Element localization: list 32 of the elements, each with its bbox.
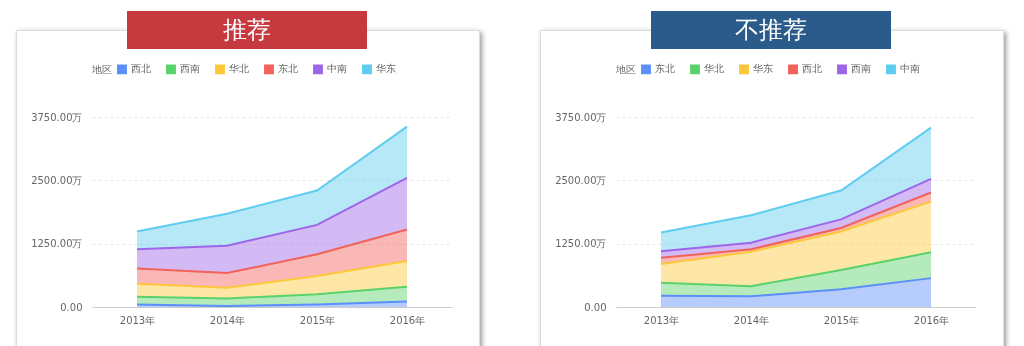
x-tick-label: 2013年 [643, 314, 680, 326]
y-tick-label: 0.00 [584, 301, 607, 313]
y-tick-label: 1250.00万 [555, 238, 607, 250]
x-tick-label: 2015年 [823, 314, 860, 326]
y-tick-label: 0.00 [60, 301, 83, 313]
legend-title: 地区 [615, 64, 636, 75]
legend-label: 中南 [900, 63, 920, 75]
legend-label: 华北 [704, 63, 724, 75]
chart-title: 不推荐 [651, 11, 891, 49]
y-tick-label: 2500.00万 [31, 174, 83, 186]
y-tick-label: 3750.00万 [555, 111, 607, 123]
y-tick-label: 3750.00万 [31, 111, 83, 123]
x-tick-label: 2016年 [389, 314, 426, 326]
legend-label: 东北 [278, 63, 298, 75]
chart-title: 推荐 [127, 11, 367, 49]
x-tick-label: 2014年 [733, 314, 770, 326]
legend-label: 华东 [376, 63, 396, 75]
x-tick-label: 2015年 [299, 314, 336, 326]
x-tick-label: 2013年 [119, 314, 156, 326]
x-tick-label: 2016年 [913, 314, 950, 326]
legend-label: 华北 [229, 63, 249, 75]
legend-label: 西北 [131, 63, 151, 75]
legend-label: 西南 [851, 63, 871, 75]
legend-label: 东北 [655, 63, 675, 75]
x-tick-label: 2014年 [209, 314, 246, 326]
legend-title: 地区 [91, 64, 112, 75]
y-tick-label: 2500.00万 [555, 174, 607, 186]
y-tick-label: 1250.00万 [31, 238, 83, 250]
legend-label: 西南 [180, 63, 200, 75]
legend-label: 中南 [327, 63, 347, 75]
legend-label: 西北 [802, 63, 822, 75]
legend-label: 华东 [753, 63, 773, 75]
